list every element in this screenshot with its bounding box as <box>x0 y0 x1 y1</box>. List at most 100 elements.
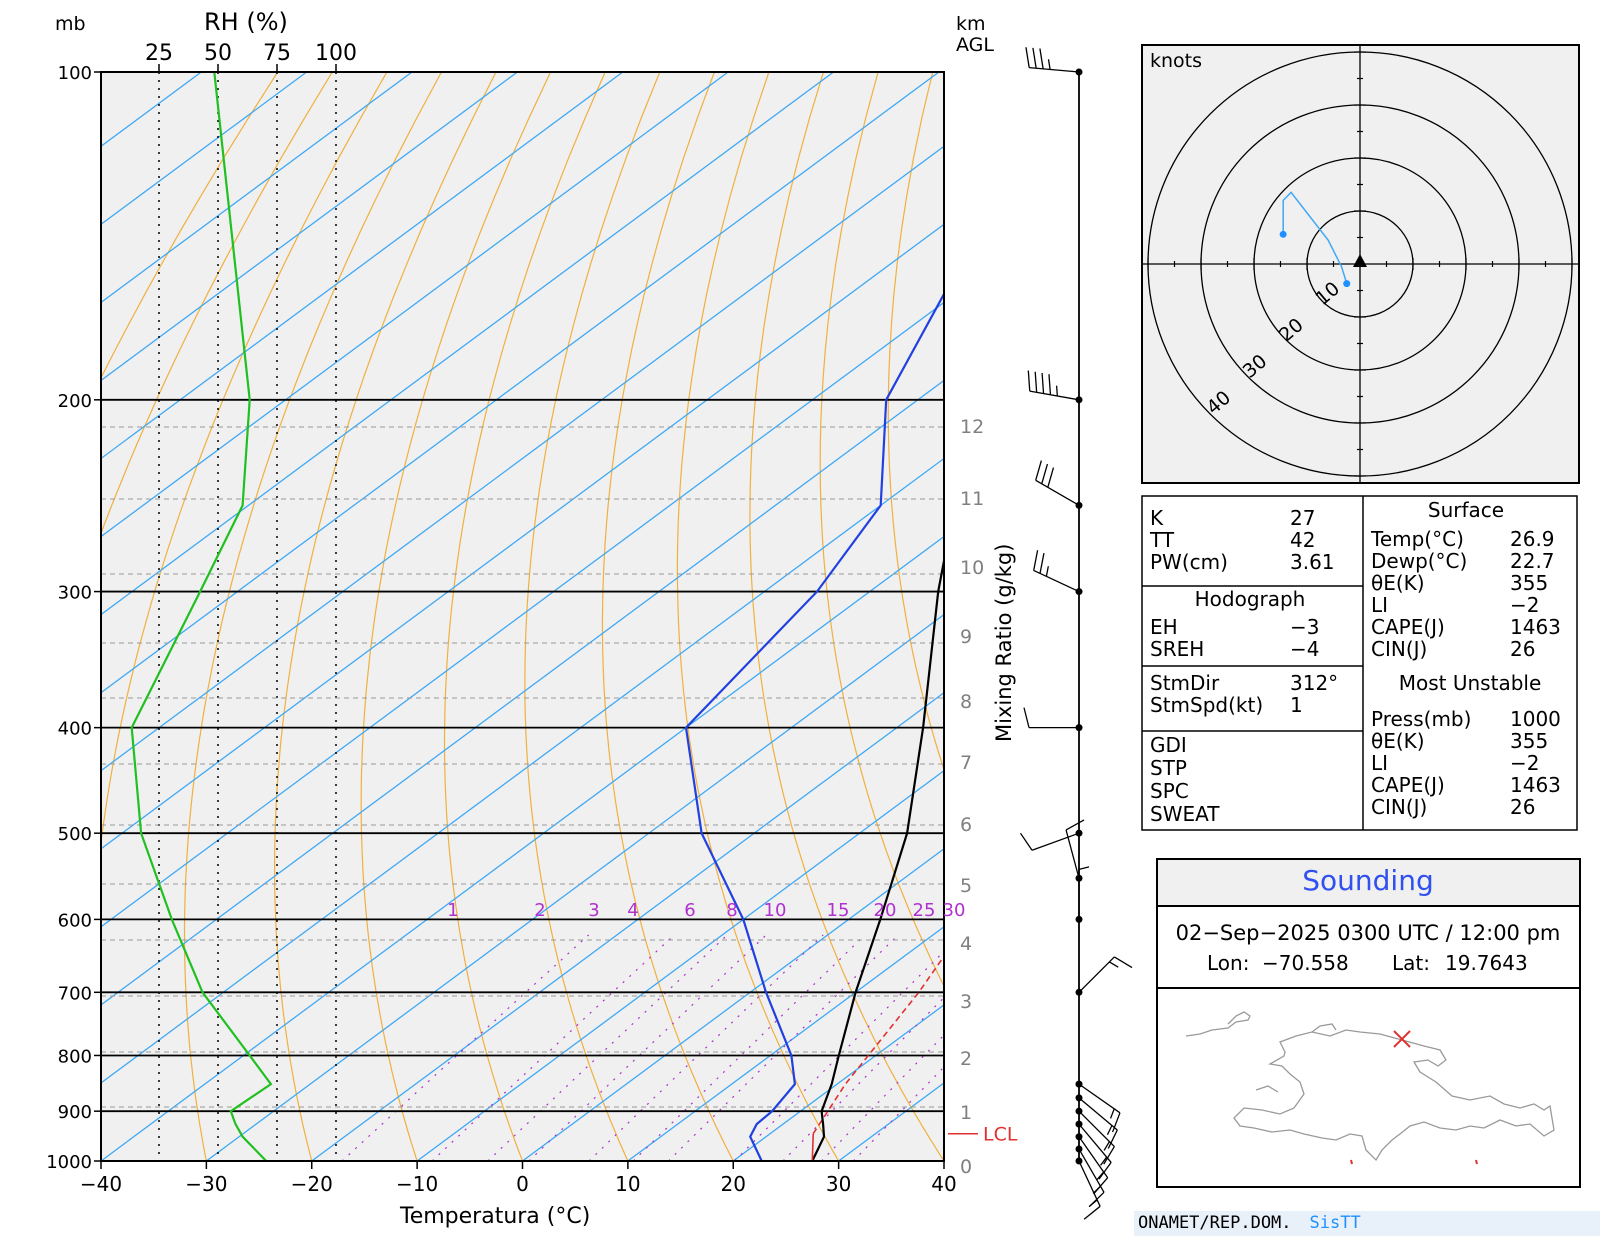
hodograph-start-point <box>1343 280 1351 288</box>
indices-frame <box>1141 495 1578 831</box>
isotherm-line <box>101 72 835 616</box>
height-unit-label: km <box>956 13 986 35</box>
surface-row-value: −2 <box>1510 593 1539 617</box>
hodograph-row-label: SREH <box>1150 637 1204 661</box>
hodograph-section-title: Hodograph <box>1195 587 1306 611</box>
isotherm-line <box>310 691 944 1161</box>
isotherm-line <box>101 223 944 850</box>
other-index-row-label: SPC <box>1150 779 1189 803</box>
dry-adiabat-line <box>524 72 661 1161</box>
mixing-ratio-line <box>341 934 590 1161</box>
isotherm-line <box>101 457 944 1084</box>
location-map <box>1185 1011 1555 1162</box>
barb-shaft <box>1031 832 1080 851</box>
footer-bar: ONAMET/REP.DOM. SisTT <box>1134 1211 1600 1236</box>
height-tick-label: 8 <box>960 691 972 713</box>
other-index-row-label: SWEAT <box>1150 802 1220 826</box>
wind-barb <box>1078 1110 1115 1165</box>
hodograph-unit-label: knots <box>1150 50 1202 72</box>
mixing-ratio-line <box>431 934 675 1161</box>
surface-row-label: LI <box>1371 593 1388 617</box>
storm-motion-marker <box>1353 254 1367 267</box>
surface-row-label: θE(K) <box>1371 571 1425 595</box>
sounding-datetime: 02−Sep−2025 0300 UTC / 12:00 pm <box>1176 921 1561 945</box>
barb-flag <box>1114 956 1133 969</box>
most-unstable-row-value: 355 <box>1510 729 1548 753</box>
rh-tick-label: 75 <box>263 41 291 66</box>
dry-adiabat-line <box>1582 22 1600 1184</box>
barb-flag <box>1019 832 1033 851</box>
isotherm-line <box>101 72 414 304</box>
hodograph-end-point <box>1279 230 1287 238</box>
storm-row-label: StmSpd(kt) <box>1150 693 1263 717</box>
most-unstable-row-label: CIN(J) <box>1371 795 1427 819</box>
barb-flag <box>1039 553 1045 574</box>
mixing-ratio-tick-label: 6 <box>684 900 695 921</box>
hodograph-trace <box>1282 191 1348 284</box>
dry-adiabat-line <box>101 72 388 1161</box>
height-tick-label: 9 <box>960 626 972 648</box>
sounding-title: Sounding <box>1302 864 1433 897</box>
dry-adiabat-line <box>183 72 443 1161</box>
wind-barb <box>1025 47 1080 73</box>
barb-half-flag <box>1088 1199 1098 1207</box>
wind-barb <box>1033 550 1080 593</box>
barb-flag <box>1027 370 1031 392</box>
barb-flag <box>1041 372 1045 394</box>
temperature-profile-line <box>811 555 944 1161</box>
temperature-tick-label: 10 <box>615 1172 640 1196</box>
pressure-tick-label: 200 <box>58 391 92 412</box>
rh-axis-title: RH (%) <box>204 8 288 36</box>
isotherm-line <box>101 72 730 538</box>
barb-shaft <box>1078 956 1115 993</box>
mixing-ratio-tick-label: 20 <box>874 900 897 921</box>
temperature-tick-label: 0 <box>516 1172 529 1196</box>
wind-barb <box>1078 866 1090 920</box>
wind-barb-column <box>1019 47 1133 1220</box>
surface-row-value: 355 <box>1510 571 1548 595</box>
isotherm-line <box>101 72 519 382</box>
mixing-ratio-tick-label: 30 <box>943 900 966 921</box>
barb-half-flag <box>1055 385 1058 397</box>
wind-barb <box>1065 819 1085 879</box>
isotherm-line <box>101 145 944 772</box>
parcel-dry-leg-line <box>811 1133 815 1161</box>
temperature-tick-label: −30 <box>185 1172 227 1196</box>
surface-row-label: Dewp(°C) <box>1371 549 1467 573</box>
mixing-ratio-tick-label: 15 <box>827 900 850 921</box>
barb-flag <box>1035 460 1042 481</box>
indices-table: K 27 TT 42 PW(cm) 3.61 Hodograph EH −3 SREH −4 StmD… <box>1141 495 1578 831</box>
isotherm-line <box>101 301 944 928</box>
barb-flag <box>1025 47 1030 68</box>
height-tick-label: 10 <box>960 557 984 579</box>
station-marker <box>1393 1030 1411 1048</box>
mixing-ratio-tick-label: 4 <box>627 900 638 921</box>
rh-tick-label: 25 <box>145 41 173 66</box>
barb-shaft <box>1029 66 1080 73</box>
height-tick-label: 11 <box>960 488 984 510</box>
barb-half-flag <box>1109 961 1119 968</box>
temperature-tick-label: −20 <box>291 1172 333 1196</box>
dry-adiabat-line <box>274 72 497 1161</box>
most-unstable-row-value: 1000 <box>1510 707 1561 731</box>
skewt-grid <box>101 22 1600 1184</box>
wind-barb <box>1078 1136 1109 1194</box>
barb-flag <box>1107 1129 1118 1149</box>
dry-adiabat-line <box>749 72 944 1161</box>
barb-flag <box>1034 371 1038 393</box>
dry-adiabat-line <box>101 72 334 535</box>
isotherm-line <box>101 72 940 694</box>
isotherm-line <box>101 72 624 460</box>
mixing-ratio-tick-label: 1 <box>447 900 458 921</box>
isotherm-line <box>416 769 944 1161</box>
mixing-ratio-tick-label: 10 <box>764 900 787 921</box>
temperature-tick-label: 20 <box>721 1172 746 1196</box>
barb-shaft <box>1035 479 1080 506</box>
pressure-tick-label: 600 <box>58 910 92 931</box>
wind-barb <box>1078 1083 1121 1133</box>
barb-flag <box>1032 47 1037 69</box>
rh-tick-label: 50 <box>204 41 232 66</box>
surface-row-value: 22.7 <box>1510 549 1555 573</box>
